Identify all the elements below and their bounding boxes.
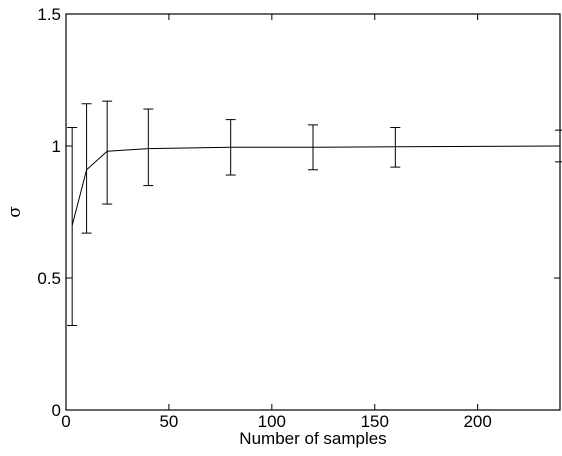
plot-area (65, 13, 561, 411)
y-axis-label: σ (5, 206, 25, 218)
error-bar (81, 103, 92, 234)
x-axis-ticks: 0 50 100 150 200 (61, 14, 492, 431)
y-tick-label: 1.5 (37, 5, 61, 24)
y-axis-ticks: 0 0.5 1 1.5 (37, 5, 560, 420)
x-axis-label: Number of samples (239, 429, 386, 448)
error-bar (102, 100, 113, 205)
error-bars (67, 100, 562, 327)
x-tick-label: 0 (61, 412, 70, 431)
y-tick-label: 0.5 (37, 269, 61, 288)
error-bar (143, 108, 154, 187)
error-bar (67, 127, 78, 327)
error-bar (390, 127, 401, 168)
y-tick-label: 0 (52, 401, 61, 420)
x-tick-label: 50 (159, 412, 178, 431)
x-tick-label: 150 (361, 412, 389, 431)
x-tick-label: 200 (463, 412, 491, 431)
x-tick-label: 100 (258, 412, 286, 431)
y-tick-label: 1 (52, 137, 61, 156)
series-line (71, 145, 561, 226)
